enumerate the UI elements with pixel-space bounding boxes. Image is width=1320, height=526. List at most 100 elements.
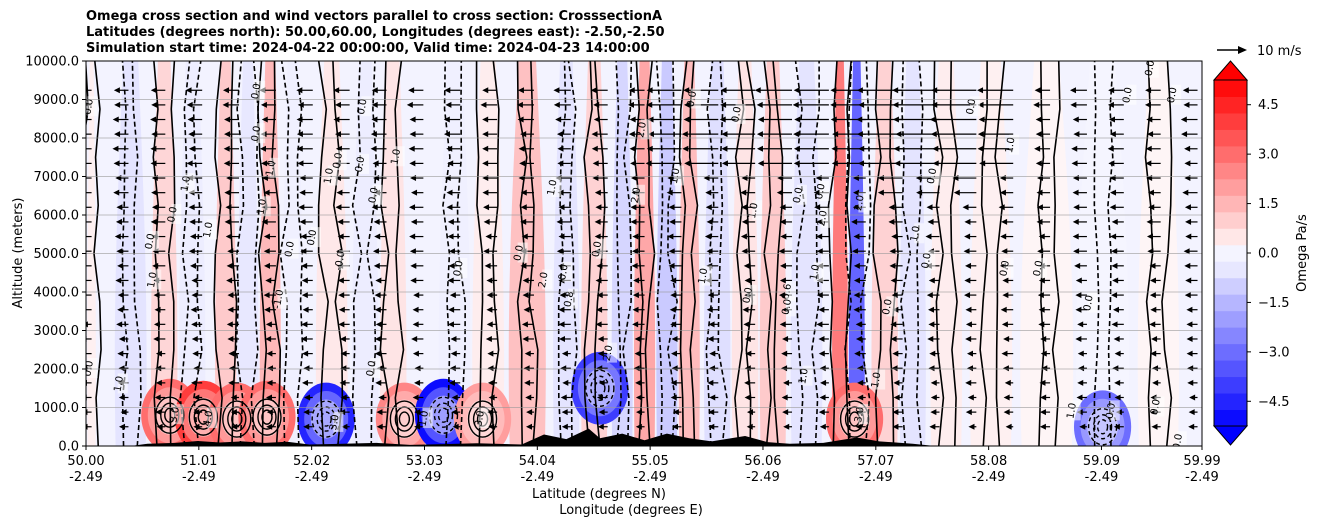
wind-vector-head: [230, 394, 237, 401]
wind-vector-head: [1001, 350, 1008, 357]
contour-label-bg: [607, 342, 618, 363]
wind-vector-head: [520, 204, 527, 211]
colorbar-segment: [1214, 195, 1247, 213]
wind-vector-head: [1182, 189, 1189, 196]
wind-vector-head: [557, 145, 564, 152]
wind-vector-head: [487, 350, 494, 357]
wind-vector-head: [1036, 218, 1043, 225]
wind-vector-head: [1152, 379, 1159, 386]
wind-vector-head: [598, 379, 605, 386]
wind-vector-head: [185, 87, 192, 94]
wind-vector-head: [892, 116, 899, 123]
wind-vector-head: [977, 131, 984, 138]
wind-vector-head: [225, 233, 232, 240]
wind-vector-head: [117, 262, 124, 269]
wind-vector-head: [1110, 233, 1117, 240]
wind-vector-head: [112, 145, 119, 152]
wind-vector-head: [264, 262, 271, 269]
omega-cell: [584, 368, 616, 408]
wind-vector-head: [155, 409, 162, 416]
wind-vector-head: [671, 335, 678, 342]
wind-vector-head: [596, 306, 603, 313]
contour-label-bg: [551, 177, 562, 198]
wind-vector-head: [371, 116, 378, 123]
wind-vector-head: [114, 131, 121, 138]
wind-vector-head: [1184, 145, 1191, 152]
wind-vector-head: [595, 321, 602, 328]
wind-vector-head: [741, 204, 748, 211]
contour-label: 0.0: [367, 187, 381, 205]
wind-vector-head: [375, 277, 382, 284]
wind-vector-head: [228, 365, 235, 372]
contour-label: 3.0: [328, 414, 342, 432]
wind-vector-head: [744, 277, 751, 284]
wind-vector-head: [779, 218, 786, 225]
wind-vector-head: [1150, 306, 1157, 313]
wind-vector-head: [374, 335, 381, 342]
wind-vector-head: [266, 379, 273, 386]
wind-vector-head: [336, 189, 343, 196]
wind-vector-head: [264, 306, 271, 313]
wind-vector-head: [1185, 277, 1192, 284]
wind-vector-head: [414, 423, 421, 430]
wind-vector-head: [891, 233, 898, 240]
wind-vector-head: [792, 101, 799, 108]
wind-vector-head: [1107, 101, 1114, 108]
colorbar: 4.5 3.0 1.5 0.0 −1.5 −3.0 −4.5: [1212, 60, 1290, 446]
wind-vector-head: [932, 145, 939, 152]
colorbar-tick-label: −3.0: [1258, 345, 1290, 360]
wind-vector-head: [1037, 248, 1044, 255]
contour-label: 0.0: [741, 287, 755, 305]
contour-label: 2.0: [816, 210, 830, 228]
contour-label-bg: [1070, 400, 1081, 421]
contour-label: 0.0: [365, 360, 379, 378]
wind-vector-head: [630, 218, 637, 225]
wind-vector-head: [757, 160, 764, 167]
contour-label-bg: [336, 150, 347, 171]
contour-label-bg: [1171, 84, 1182, 105]
wind-vector-head: [335, 204, 342, 211]
wind-vector-head: [378, 394, 385, 401]
wind-vector-head: [1041, 365, 1048, 372]
contour-label-bg: [87, 358, 98, 378]
wind-vector-head: [79, 175, 85, 181]
wind-vector-head: [300, 233, 307, 240]
wind-vector-head: [374, 350, 381, 357]
wind-vector-head: [930, 131, 937, 138]
wind-vector-head: [632, 306, 639, 313]
contour-label: 0.0: [1032, 260, 1046, 278]
wind-vector-head: [1151, 335, 1158, 342]
wind-vector-head: [150, 145, 157, 152]
wind-vector-head: [1075, 292, 1082, 299]
wind-vector-head: [853, 292, 860, 299]
wind-vector-head: [977, 101, 984, 108]
wind-vector-head: [374, 292, 381, 299]
wind-vector-head: [630, 204, 637, 211]
wind-vector-head: [741, 218, 748, 225]
contour-label-bg: [875, 369, 886, 390]
y-tick-label: 6000.0: [34, 209, 80, 224]
wind-vector-head: [633, 365, 640, 372]
wind-vector-head: [517, 87, 524, 94]
wind-vector-head: [928, 365, 935, 372]
wind-vector-head: [745, 350, 752, 357]
contour-label-bg: [171, 204, 182, 224]
contour-label: 1.0: [870, 371, 884, 389]
wind-vector-head: [1033, 101, 1040, 108]
contour-label-bg: [702, 265, 712, 286]
wind-vector-head: [448, 306, 455, 313]
contour-label: 0.0: [144, 233, 158, 251]
wind-vector-head: [858, 145, 865, 152]
wind-vector-head: [374, 233, 381, 240]
contour-label: 0.0: [166, 206, 180, 224]
contour-label-bg: [819, 180, 830, 201]
y-tick-label: 8000.0: [34, 132, 80, 147]
omega-cell-contour: [467, 400, 498, 438]
contour-label: 0.0: [965, 98, 979, 116]
wind-vector-head: [191, 277, 198, 284]
wind-vector-head: [483, 204, 490, 211]
wind-vector-head: [408, 145, 415, 152]
wind-vector-head: [409, 131, 416, 138]
wind-vector-head: [1107, 145, 1114, 152]
wind-vector-head: [339, 335, 346, 342]
